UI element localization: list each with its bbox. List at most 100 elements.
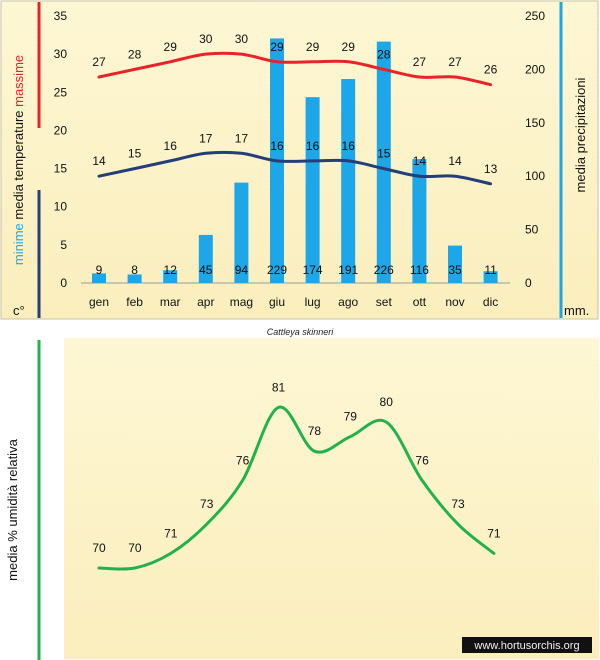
precipitation-value-label: 226	[374, 263, 394, 277]
massime-value-label: 29	[164, 40, 178, 54]
precipitation-bar	[376, 41, 391, 283]
x-tick-label: set	[376, 295, 393, 309]
x-tick-label: nov	[445, 295, 464, 309]
humidity-value-label: 73	[200, 497, 214, 511]
precipitation-bar	[198, 234, 213, 283]
precipitation-bar	[448, 245, 462, 283]
precipitation-value-label: 45	[199, 263, 213, 277]
precipitation-bar	[483, 271, 498, 283]
humidity-value-label: 71	[164, 526, 178, 540]
minime-value-label: 14	[448, 154, 462, 168]
massime-value-label: 28	[377, 47, 391, 61]
minime-value-label: 17	[235, 131, 249, 145]
minime-value-label: 16	[270, 139, 284, 153]
massime-value-label: 27	[448, 55, 462, 69]
precipitation-bar	[341, 79, 356, 284]
precipitation-value-label: 9	[96, 263, 103, 277]
minime-value-label: 15	[128, 147, 142, 161]
humidity-value-label: 78	[308, 424, 322, 438]
left-axis-label-massime: massime	[11, 55, 26, 107]
right-tick-labels: 0 50 100 150 200 250	[525, 9, 545, 290]
right-tick-label: 100	[525, 169, 545, 183]
humidity-value-label: 71	[487, 526, 501, 540]
massime-value-labels: 27 28 29 30 30 29 29 29 28 27 27 26	[92, 32, 497, 77]
series-line-umidita	[97, 405, 496, 571]
right-axis-unit: mm.	[564, 303, 589, 318]
x-tick-label: ott	[413, 295, 427, 309]
massime-value-label: 29	[306, 40, 320, 54]
minime-value-label: 15	[377, 147, 391, 161]
massime-value-label: 27	[92, 55, 106, 69]
massime-value-label: 30	[235, 32, 249, 46]
precipitation-value-label: 116	[410, 263, 429, 277]
humidity-chart: media % umidità relativa 70 7071737681787…	[5, 338, 599, 660]
minime-value-label: 16	[306, 139, 320, 153]
massime-value-label: 30	[199, 32, 213, 46]
massime-value-label: 29	[270, 40, 284, 54]
massime-value-label: 28	[128, 47, 142, 61]
left-tick-label: 0	[60, 276, 67, 290]
right-tick-label: 250	[525, 9, 545, 23]
minime-value-label: 16	[342, 139, 356, 153]
watermark: www.hortusorchis.org	[462, 637, 592, 653]
x-tick-label: mar	[160, 295, 181, 309]
humidity-value-label: 81	[272, 380, 286, 394]
humidity-value-label: 80	[380, 395, 394, 409]
svg-text:www.hortusorchis.org: www.hortusorchis.org	[473, 640, 579, 652]
humidity-value-label: 73	[451, 497, 465, 511]
right-tick-label: 0	[525, 276, 532, 290]
precipitation-value-label: 94	[235, 263, 249, 277]
x-tick-labels: gen feb mar apr mag giu lug ago set ott nov dic	[89, 295, 498, 309]
precipitation-value-label: 174	[303, 263, 323, 277]
precipitation-value-label: 35	[448, 263, 462, 277]
precipitation-bar	[234, 182, 249, 283]
humidity-value-label: 70	[92, 541, 106, 555]
precipitation-value-label: 8	[131, 263, 138, 277]
x-tick-label: ago	[338, 295, 358, 309]
chart-caption: Cattleya skinneri	[267, 327, 335, 337]
right-tick-label: 50	[525, 223, 539, 237]
minime-value-label: 17	[199, 131, 213, 145]
humidity-value-labels: 70 70 71 73 76 81 78 79 80 76 73 71	[92, 380, 501, 555]
minime-value-label: 14	[413, 154, 427, 168]
humidity-value-label: 70	[128, 541, 142, 555]
left-tick-label: 10	[54, 200, 68, 214]
x-tick-label: feb	[126, 295, 143, 309]
series-line-massime	[97, 51, 493, 87]
left-tick-label: 20	[54, 123, 68, 137]
precipitation-value-label: 11	[484, 263, 497, 277]
x-tick-label: apr	[197, 295, 214, 309]
left-axis-label: minime media temperature massime	[11, 55, 26, 265]
x-tick-label: dic	[483, 295, 498, 309]
temperature-precipitation-chart: 0 5 10 15 20 25 30 35 0 50 100 150 200 250 9 8 12 45 94 2…	[0, 0, 599, 320]
left-tick-label: 25	[54, 85, 68, 99]
humidity-value-label: 79	[344, 410, 358, 424]
left-axis-label-minime: minime	[11, 223, 26, 265]
left-tick-label: 35	[54, 9, 68, 23]
minime-value-label: 16	[164, 139, 178, 153]
x-tick-label: lug	[305, 295, 321, 309]
minime-value-label: 13	[484, 162, 498, 176]
precipitation-bar	[412, 159, 427, 283]
x-tick-label: gen	[89, 295, 109, 309]
massime-value-label: 27	[413, 55, 427, 69]
massime-value-label: 29	[342, 40, 356, 54]
humidity-axis-label: media % umidità relativa	[5, 438, 20, 580]
right-tick-label: 150	[525, 116, 545, 130]
precipitation-value-labels: 9 8 12 45 94 229 174 191 226 116 35 11	[96, 263, 497, 277]
precipitation-bar	[127, 274, 142, 283]
precipitation-bar	[163, 270, 178, 283]
humidity-value-label: 76	[415, 453, 429, 467]
precipitation-value-label: 12	[164, 263, 178, 277]
left-tick-label: 30	[54, 47, 68, 61]
massime-value-label: 26	[484, 63, 498, 77]
left-axis-label-temperature: media temperature	[11, 110, 26, 219]
minime-value-label: 14	[92, 154, 106, 168]
left-tick-label: 15	[54, 162, 68, 176]
humidity-value-label: 76	[236, 453, 250, 467]
right-axis-label: media precipitazioni	[573, 77, 588, 192]
left-tick-label: 5	[60, 238, 67, 252]
precipitation-bar	[92, 273, 106, 283]
precipitation-bar	[305, 97, 320, 283]
